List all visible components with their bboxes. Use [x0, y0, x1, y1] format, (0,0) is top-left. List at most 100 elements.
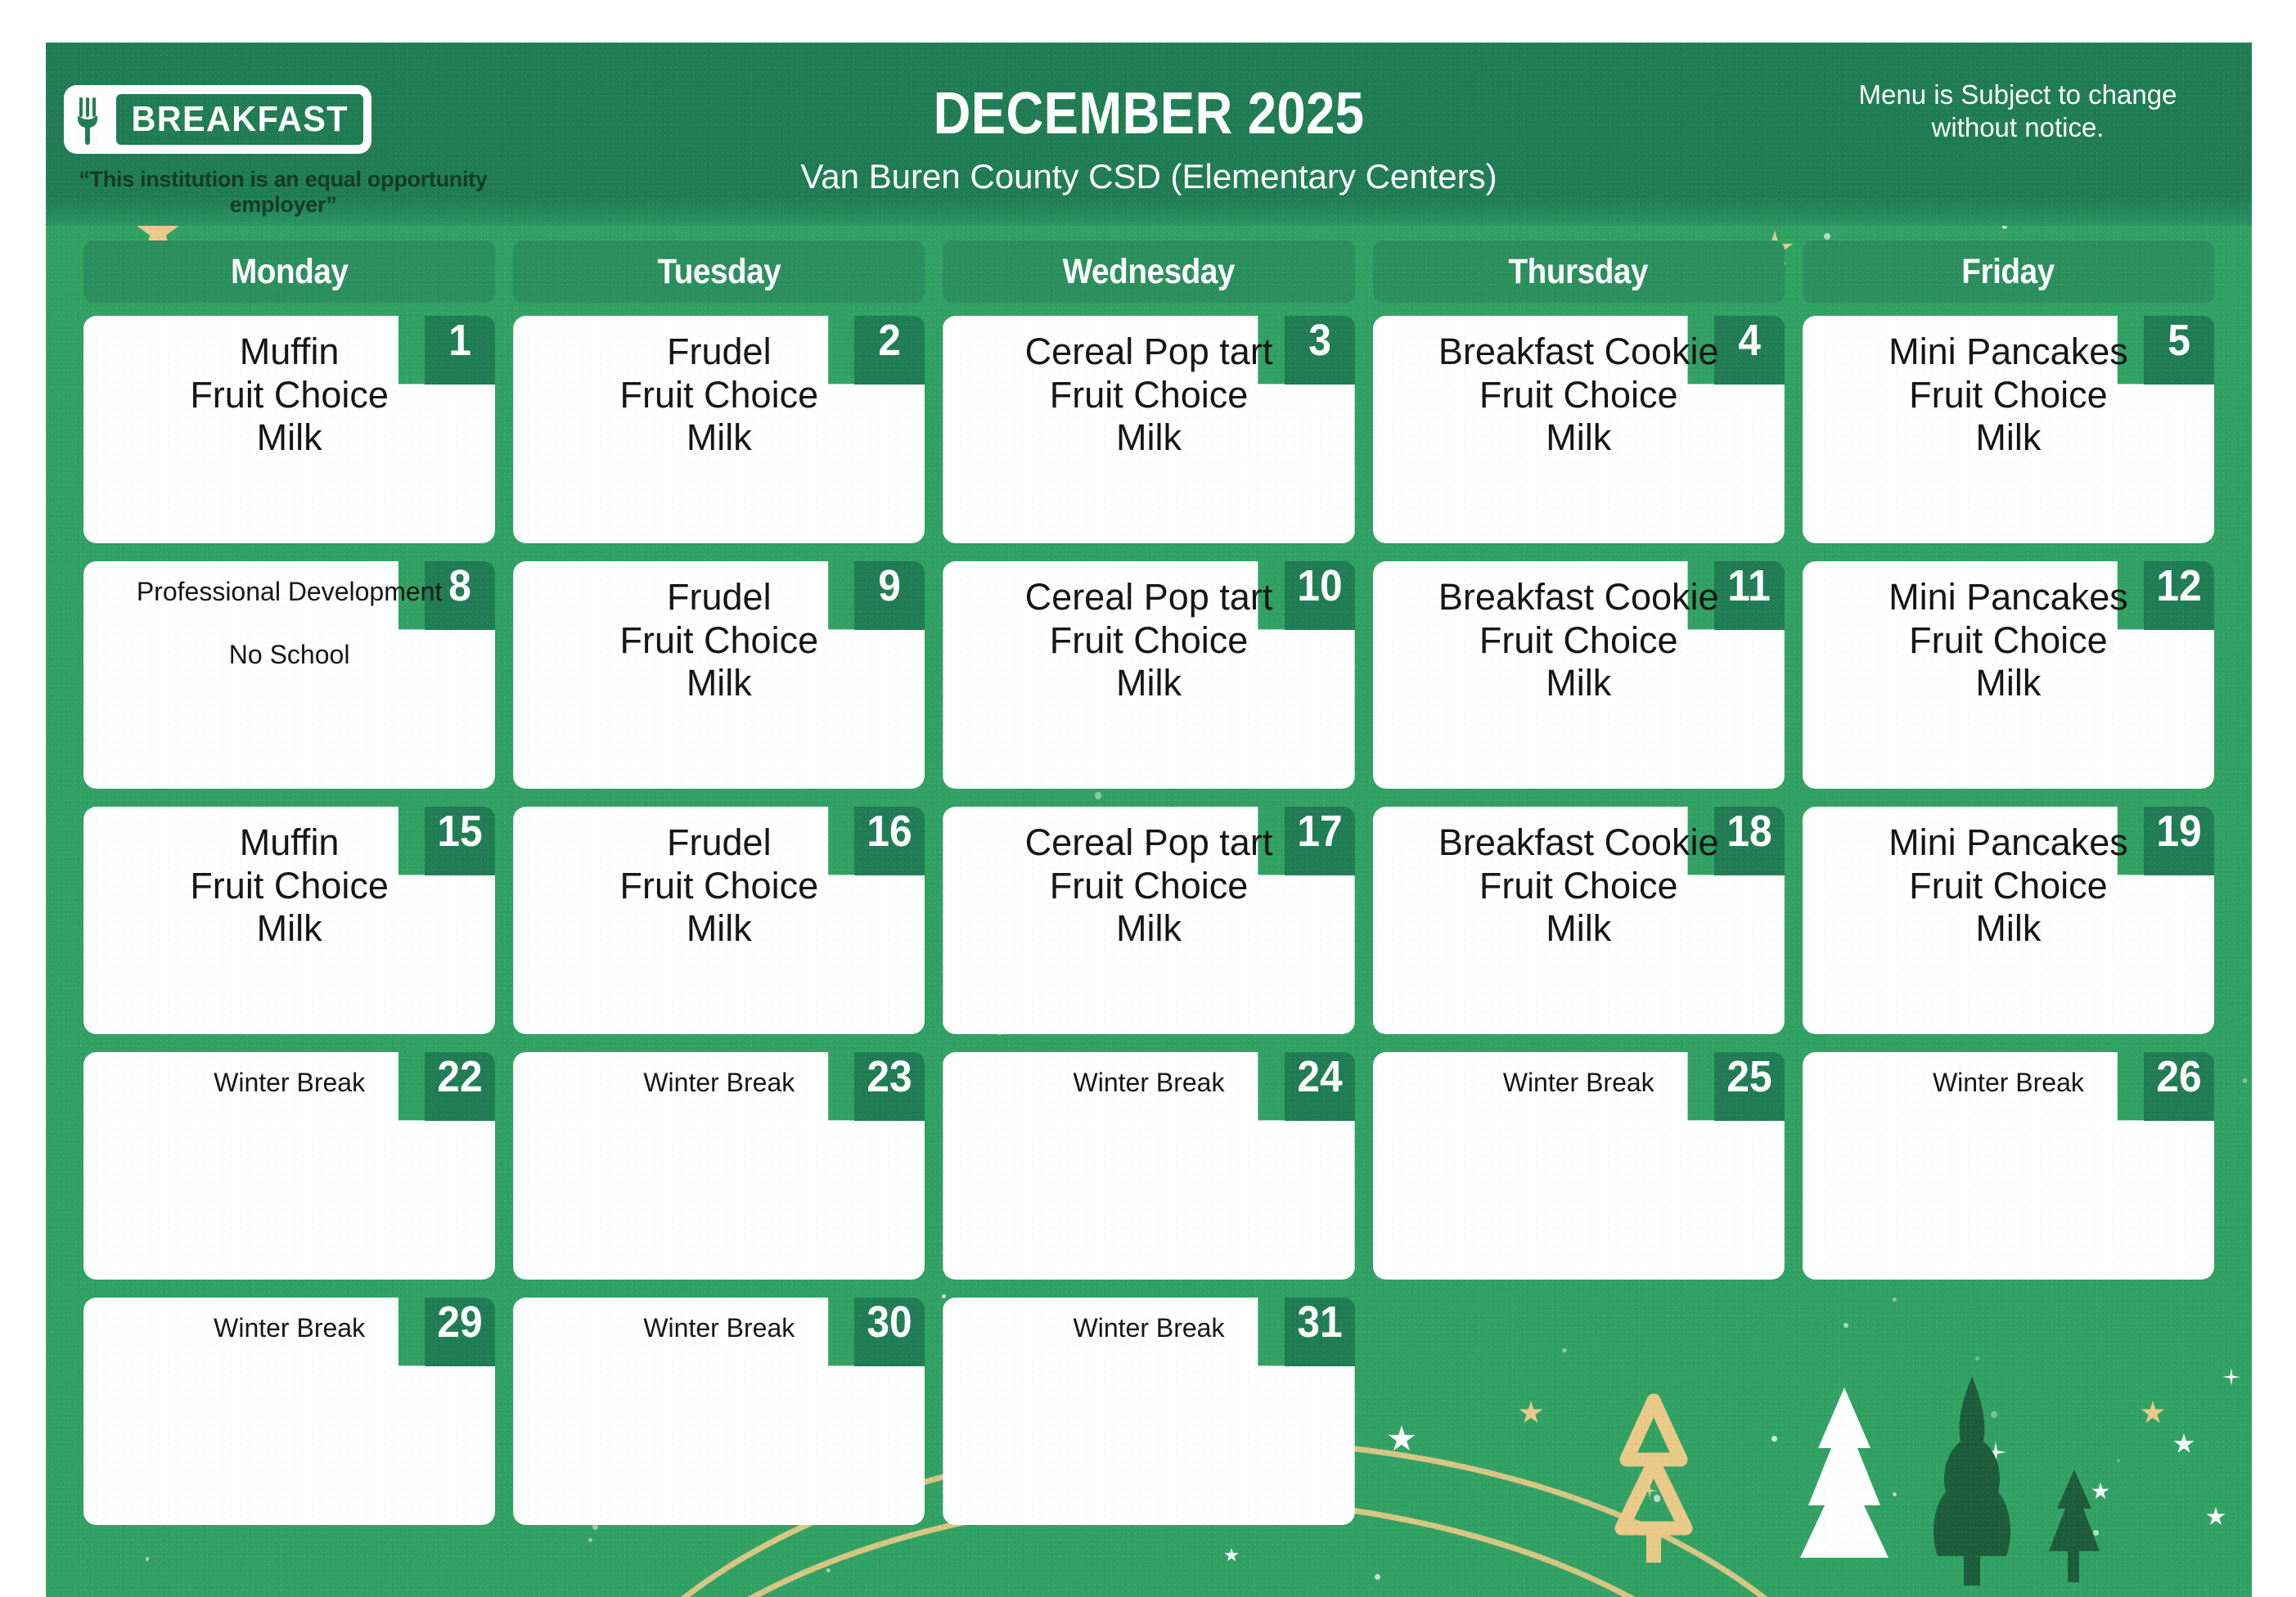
day-number-badge: 2	[854, 316, 925, 385]
day-number-badge: 5	[2144, 316, 2215, 385]
calendar-day-cell[interactable]: 5 Mini Pancakes Fruit Choice Milk	[1802, 316, 2215, 543]
day-number-badge: 19	[2144, 807, 2215, 875]
calendar-week-row: 8 Professional Development No School 9 Frud…	[83, 561, 2215, 789]
district-subtitle: Van Buren County CSD (Elementary Centers…	[800, 157, 1497, 196]
dark-tree-icon	[1934, 1376, 2010, 1586]
day-number-badge: 26	[2144, 1052, 2215, 1121]
calendar-day-cell[interactable]: 19 Mini Pancakes Fruit Choice Milk	[1802, 807, 2215, 1034]
day-number: 16	[867, 807, 913, 856]
day-number-badge: 17	[1284, 807, 1355, 875]
day-number-badge: 29	[425, 1298, 496, 1366]
day-number-badge: 12	[2144, 561, 2215, 630]
calendar-day-cell[interactable]: 30 Winter Break	[513, 1298, 925, 1525]
calendar-day-cell[interactable]: 2 Frudel Fruit Choice Milk	[513, 316, 925, 543]
calendar-day-cell[interactable]: 18 Breakfast Cookie Fruit Choice Milk	[1372, 807, 1785, 1034]
calendar-day-cell[interactable]: 9 Frudel Fruit Choice Milk	[513, 561, 925, 789]
weekday-header-thursday: Thursday	[1372, 241, 1785, 303]
dot-decoration	[1823, 232, 1830, 240]
notice-line-1: Menu is Subject to change	[1858, 79, 2177, 110]
weekday-label: Tuesday	[657, 251, 781, 291]
day-number: 24	[1296, 1052, 1343, 1101]
change-notice: Menu is Subject to change without notice…	[1821, 79, 2214, 145]
day-number: 9	[878, 561, 902, 610]
day-number: 26	[2156, 1052, 2202, 1101]
day-number: 8	[448, 561, 472, 610]
day-number-badge: 30	[854, 1298, 925, 1366]
calendar-day-cell[interactable]: 31 Winter Break	[943, 1298, 1355, 1525]
day-number-badge: 11	[1713, 561, 1785, 630]
page-title: DECEMBER 2025	[904, 80, 1394, 147]
calendar-day-cell[interactable]: 23 Winter Break	[513, 1052, 925, 1280]
fork-icon	[78, 97, 97, 145]
calendar-day-cell[interactable]: 25 Winter Break	[1372, 1052, 1785, 1280]
weekday-header-wednesday: Wednesday	[943, 241, 1355, 303]
calendar-day-cell	[1803, 1298, 2214, 1525]
calendar-day-cell[interactable]: 8 Professional Development No School	[83, 561, 496, 789]
day-number: 18	[1727, 807, 1772, 856]
month-title-text: DECEMBER 2025	[933, 81, 1365, 146]
weekday-label: Friday	[1961, 251, 2055, 291]
day-number: 23	[867, 1052, 913, 1101]
equal-opportunity-statement: “This institution is an equal opportunit…	[79, 167, 488, 217]
calendar-day-cell[interactable]: 4 Breakfast Cookie Fruit Choice Milk	[1372, 316, 1785, 543]
day-number-badge: 8	[425, 561, 496, 630]
calendar-grid: Monday Tuesday Wednesday Thursday Friday 1 Mu…	[83, 241, 2215, 1543]
weekday-header-row: Monday Tuesday Wednesday Thursday Friday	[83, 241, 2215, 303]
calendar-week-row: 22 Winter Break 23 Winter Break 24 Winter Bre…	[83, 1052, 2215, 1280]
day-number: 11	[1727, 561, 1772, 610]
day-number-badge: 16	[854, 807, 925, 875]
day-number-badge: 22	[425, 1052, 496, 1121]
calendar-day-cell[interactable]: 15 Muffin Fruit Choice Milk	[83, 807, 496, 1034]
day-number: 10	[1296, 561, 1343, 610]
calendar-weeks: 1 Muffin Fruit Choice Milk 2 Frudel Fruit Choi…	[83, 316, 2215, 1525]
day-number-badge: 4	[1713, 316, 1785, 385]
day-number: 12	[2156, 561, 2202, 610]
sparkle-icon	[2222, 1368, 2240, 1386]
weekday-header-monday: Monday	[83, 241, 496, 303]
menu-poster: BREAKFAST “This institution is an equal …	[46, 43, 2252, 1597]
calendar-day-cell[interactable]: 26 Winter Break	[1802, 1052, 2215, 1280]
day-number-badge: 25	[1713, 1052, 1785, 1121]
calendar-day-cell[interactable]: 11 Breakfast Cookie Fruit Choice Milk	[1372, 561, 1785, 789]
day-number: 2	[878, 316, 902, 365]
calendar-week-row: 29 Winter Break 30 Winter Break 31 Winter Bre…	[83, 1298, 2214, 1525]
day-number: 25	[1727, 1052, 1772, 1101]
calendar-day-cell[interactable]: 16 Frudel Fruit Choice Milk	[513, 807, 925, 1034]
day-number: 15	[437, 807, 483, 856]
calendar-day-cell[interactable]: 24 Winter Break	[943, 1052, 1355, 1280]
breakfast-logo: BREAKFAST	[64, 85, 371, 154]
calendar-day-cell[interactable]: 3 Cereal Pop tart Fruit Choice Milk	[943, 316, 1355, 543]
gold-tree-icon	[1614, 1393, 1693, 1563]
white-tree-icon	[1800, 1388, 1889, 1558]
calendar-week-row: 1 Muffin Fruit Choice Milk 2 Frudel Fruit Choi…	[83, 316, 2215, 543]
day-number: 3	[1308, 316, 1331, 365]
calendar-day-cell[interactable]: 29 Winter Break	[83, 1298, 496, 1525]
calendar-day-cell[interactable]: 17 Cereal Pop tart Fruit Choice Milk	[943, 807, 1355, 1034]
notice-line-2: without notice.	[1931, 112, 2105, 143]
weekday-header-tuesday: Tuesday	[513, 241, 925, 303]
day-number-badge: 15	[425, 807, 496, 875]
weekday-header-friday: Friday	[1802, 241, 2215, 303]
day-number: 31	[1296, 1298, 1343, 1347]
calendar-day-cell	[1373, 1298, 1785, 1525]
day-number-badge: 3	[1284, 316, 1355, 385]
day-number: 5	[2168, 316, 2190, 365]
day-number-badge: 9	[854, 561, 925, 630]
small-dark-tree-icon	[2049, 1469, 2100, 1582]
dot-decoration	[145, 1557, 150, 1561]
day-number: 29	[437, 1298, 483, 1347]
weekday-label: Thursday	[1508, 251, 1649, 291]
calendar-day-cell[interactable]: 1 Muffin Fruit Choice Milk	[83, 316, 496, 543]
weekday-label: Wednesday	[1062, 251, 1236, 291]
calendar-day-cell[interactable]: 10 Cereal Pop tart Fruit Choice Milk	[943, 561, 1355, 789]
day-number-badge: 10	[1284, 561, 1355, 630]
day-number-badge: 18	[1713, 807, 1785, 875]
calendar-day-cell[interactable]: 12 Mini Pancakes Fruit Choice Milk	[1802, 561, 2215, 789]
breakfast-label: BREAKFAST	[131, 99, 349, 139]
day-number: 19	[2156, 807, 2202, 856]
breakfast-label-box: BREAKFAST	[116, 94, 363, 145]
calendar-day-cell[interactable]: 22 Winter Break	[83, 1052, 496, 1280]
calendar-week-row: 15 Muffin Fruit Choice Milk 16 Frudel Fruit Ch…	[83, 807, 2215, 1034]
weekday-label: Monday	[230, 251, 349, 291]
day-number: 4	[1737, 316, 1761, 365]
